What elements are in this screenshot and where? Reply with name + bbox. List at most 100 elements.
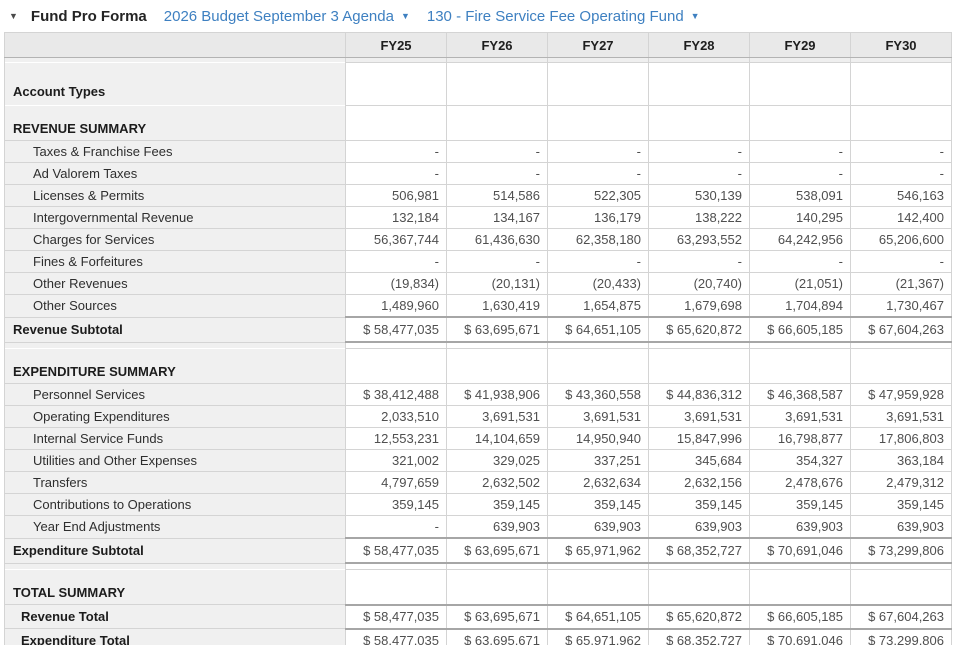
page-header-bar: ▼ Fund Pro Forma 2026 Budget September 3… [0, 0, 957, 32]
data-cell-fy25: - [345, 162, 447, 185]
row-account-types: Account Types [4, 62, 952, 106]
data-cell-fy29: $ 70,691,046 [749, 537, 851, 564]
collapse-caret-icon[interactable]: ▼ [9, 10, 18, 21]
data-cell-fy28: 15,847,996 [648, 427, 750, 450]
row-operating-expenditures: Operating Expenditures 2,033,510 3,691,531… [4, 405, 952, 428]
row-spacer [4, 563, 952, 570]
data-cell-fy25: $ 58,477,035 [345, 316, 447, 343]
data-cell-fy26: - [446, 250, 548, 273]
data-cell-fy27: $ 64,651,105 [547, 316, 649, 343]
row-personnel-services: Personnel Services $ 38,412,488 $ 41,938,9… [4, 383, 952, 406]
data-cell-fy27: 62,358,180 [547, 228, 649, 251]
data-cell-fy30: $ 47,959,928 [850, 383, 952, 406]
row-label-cell: Transfers [4, 471, 346, 494]
data-cell-fy26: $ 63,695,671 [446, 537, 548, 564]
data-cell-fy28: - [648, 250, 750, 273]
data-cell-fy30 [850, 105, 952, 141]
data-cell-fy30: $ 67,604,263 [850, 603, 952, 630]
data-cell-fy26: 2,632,502 [446, 471, 548, 494]
data-cell-fy25 [345, 569, 447, 605]
row-expenditure-subtotal: Expenditure Subtotal $ 58,477,035 $ 63,695… [4, 537, 952, 564]
row-intergovernmental-revenue: Intergovernmental Revenue 132,184 134,167 1… [4, 206, 952, 229]
data-cell-fy25: 12,553,231 [345, 427, 447, 450]
data-cell-fy30: $ 73,299,806 [850, 537, 952, 564]
data-cell-fy30: 546,163 [850, 184, 952, 207]
data-cell-fy30: 363,184 [850, 449, 952, 472]
data-cell-fy30: 142,400 [850, 206, 952, 229]
data-cell-fy27: 14,950,940 [547, 427, 649, 450]
fund-dropdown[interactable]: 130 - Fire Service Fee Operating Fund ▼ [427, 8, 700, 25]
chevron-down-icon: ▼ [400, 10, 410, 21]
column-header-fy25: FY25 [345, 32, 447, 58]
data-cell-fy29: 140,295 [749, 206, 851, 229]
data-cell-fy27: (20,433) [547, 272, 649, 295]
data-cell-fy25: $ 58,477,035 [345, 603, 447, 630]
data-cell-fy29: 64,242,956 [749, 228, 851, 251]
row-label-cell: Internal Service Funds [4, 427, 346, 450]
column-header-fy30: FY30 [850, 32, 952, 58]
row-other-revenues: Other Revenues (19,834) (20,131) (20,433) (2… [4, 272, 952, 295]
data-cell-fy27: $ 43,360,558 [547, 383, 649, 406]
row-label-cell: Utilities and Other Expenses [4, 449, 346, 472]
data-cell-fy29 [749, 62, 851, 106]
data-cell-fy25: $ 38,412,488 [345, 383, 447, 406]
data-cell-fy28: 1,679,698 [648, 294, 750, 318]
data-cell-fy28: 2,632,156 [648, 471, 750, 494]
data-cell-fy25: - [345, 140, 447, 163]
row-label-cell: Contributions to Operations [4, 493, 346, 516]
row-other-sources: Other Sources 1,489,960 1,630,419 1,654,875… [4, 294, 952, 318]
row-licenses-permits: Licenses & Permits 506,981 514,586 522,305 5… [4, 184, 952, 207]
row-ad-valorem-taxes: Ad Valorem Taxes - - - - - - [4, 162, 952, 185]
data-cell-fy27 [547, 348, 649, 384]
data-cell-fy28: 359,145 [648, 493, 750, 516]
data-cell-fy29: $ 46,368,587 [749, 383, 851, 406]
row-expenditure-summary: EXPENDITURE SUMMARY [4, 348, 952, 384]
column-header-fy27: FY27 [547, 32, 649, 58]
data-cell-fy27: 639,903 [547, 515, 649, 539]
data-cell-fy29: $ 66,605,185 [749, 316, 851, 343]
row-label-cell: Taxes & Franchise Fees [4, 140, 346, 163]
row-contributions-to-operations: Contributions to Operations 359,145 359,14… [4, 493, 952, 516]
data-cell-fy26 [446, 105, 548, 141]
data-cell-fy28: $ 68,352,727 [648, 627, 750, 645]
pro-forma-table: FY25 FY26 FY27 FY28 FY29 FY30 Account Types RE… [4, 32, 952, 645]
data-cell-fy26: 61,436,630 [446, 228, 548, 251]
data-cell-fy28: 63,293,552 [648, 228, 750, 251]
data-cell-fy30: 2,479,312 [850, 471, 952, 494]
data-cell-fy28 [648, 62, 750, 106]
data-cell-fy26: 14,104,659 [446, 427, 548, 450]
data-cell-fy25: 359,145 [345, 493, 447, 516]
data-cell-fy26: 1,630,419 [446, 294, 548, 318]
data-cell-fy28: 3,691,531 [648, 405, 750, 428]
data-cell-fy26: - [446, 162, 548, 185]
data-cell-fy30 [850, 569, 952, 605]
data-cell-fy25 [345, 105, 447, 141]
data-cell-fy29: - [749, 162, 851, 185]
row-revenue-subtotal: Revenue Subtotal $ 58,477,035 $ 63,695,671… [4, 316, 952, 343]
column-header-fy28: FY28 [648, 32, 750, 58]
row-label-cell: Other Revenues [4, 272, 346, 295]
data-cell-fy29: 538,091 [749, 184, 851, 207]
data-cell-fy26: (20,131) [446, 272, 548, 295]
budget-dropdown[interactable]: 2026 Budget September 3 Agenda ▼ [164, 8, 410, 25]
row-fines-forfeitures: Fines & Forfeitures - - - - - - [4, 250, 952, 273]
data-cell-fy27 [547, 105, 649, 141]
data-cell-fy27: $ 64,651,105 [547, 603, 649, 630]
data-cell-fy29: 359,145 [749, 493, 851, 516]
data-cell-fy26 [446, 569, 548, 605]
data-cell-fy25: (19,834) [345, 272, 447, 295]
row-label-cell: Fines & Forfeitures [4, 250, 346, 273]
data-cell-fy30: 639,903 [850, 515, 952, 539]
data-cell-fy25: 1,489,960 [345, 294, 447, 318]
column-header-fy29: FY29 [749, 32, 851, 58]
data-cell-fy25: 4,797,659 [345, 471, 447, 494]
data-cell-fy29 [749, 348, 851, 384]
row-label-cell: EXPENDITURE SUMMARY [4, 348, 346, 384]
data-cell-fy29: 354,327 [749, 449, 851, 472]
data-cell-fy27: 1,654,875 [547, 294, 649, 318]
data-cell-fy28: - [648, 162, 750, 185]
data-cell-fy30: (21,367) [850, 272, 952, 295]
data-cell-fy27: 136,179 [547, 206, 649, 229]
data-cell-fy30 [850, 342, 952, 349]
data-cell-fy28: (20,740) [648, 272, 750, 295]
